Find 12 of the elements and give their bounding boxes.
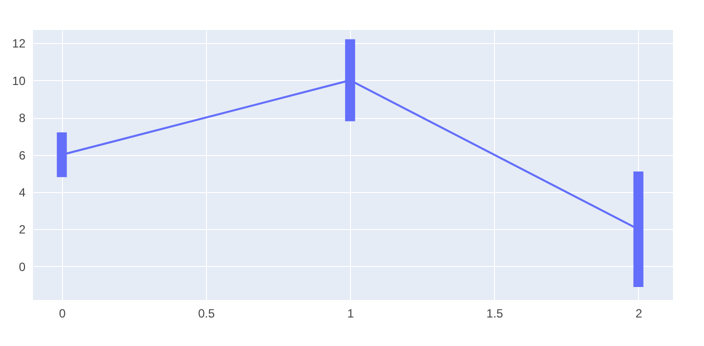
x-tick-label: 0.5 <box>198 306 216 320</box>
x-tick-label: 2 <box>636 306 643 320</box>
y-tick-label: 2 <box>18 222 26 237</box>
x-tick-label: 0 <box>58 306 66 320</box>
y-tick-label: 4 <box>18 186 26 200</box>
x-tick-label: 1.5 <box>486 306 504 320</box>
y-tick-label: 0 <box>18 260 26 274</box>
y-tick-label: 12 <box>12 36 26 51</box>
y-tick-label: 6 <box>18 148 26 162</box>
y-tick-label: 10 <box>12 74 26 88</box>
x-tick-label: 1 <box>347 306 354 320</box>
y-tick-label: 8 <box>18 111 26 126</box>
